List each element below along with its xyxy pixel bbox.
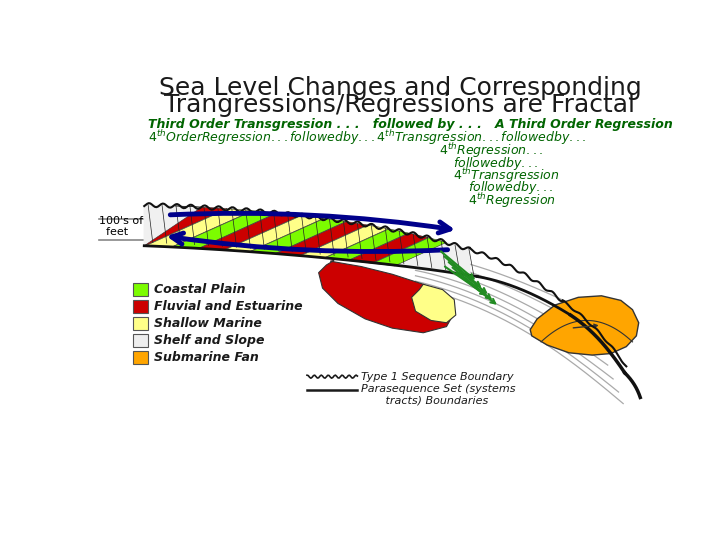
Polygon shape	[199, 213, 301, 250]
FancyBboxPatch shape	[132, 300, 148, 313]
Text: Type 1 Sequence Boundary: Type 1 Sequence Boundary	[361, 372, 514, 382]
Text: $\it{followed by . . .}$: $\it{followed by . . .}$	[453, 155, 538, 172]
FancyBboxPatch shape	[132, 351, 148, 363]
Polygon shape	[412, 284, 456, 323]
Text: $\mathit{4^{th}}$$\it{ Order Regression . . .   followed by . . .   }$$\mathit{4: $\mathit{4^{th}}$$\it{ Order Regression …	[148, 129, 586, 147]
Text: $\mathit{4^{th}}$$\it{ Regression . . .}$: $\mathit{4^{th}}$$\it{ Regression . . .}…	[438, 141, 543, 160]
Polygon shape	[348, 233, 428, 263]
Polygon shape	[225, 215, 323, 252]
FancyBboxPatch shape	[132, 334, 148, 347]
Polygon shape	[372, 238, 446, 266]
Polygon shape	[319, 260, 454, 333]
Text: Shelf and Slope: Shelf and Slope	[154, 334, 265, 347]
Polygon shape	[144, 207, 227, 246]
Text: Coastal Plain: Coastal Plain	[154, 283, 246, 296]
Text: Fluvial and Estuarine: Fluvial and Estuarine	[154, 300, 303, 313]
Polygon shape	[250, 219, 346, 254]
Polygon shape	[275, 221, 367, 256]
Polygon shape	[175, 206, 201, 207]
Polygon shape	[324, 229, 408, 261]
Text: $\it{followed by . . .}$: $\it{followed by . . .}$	[468, 179, 554, 197]
Text: $\mathit{4^{th}}$$\it{ Transgression}$: $\mathit{4^{th}}$$\it{ Transgression}$	[453, 166, 559, 185]
FancyBboxPatch shape	[132, 284, 148, 296]
Text: Sea Level Changes and Corresponding: Sea Level Changes and Corresponding	[158, 76, 642, 100]
Polygon shape	[530, 296, 639, 355]
Polygon shape	[172, 211, 276, 248]
FancyBboxPatch shape	[132, 318, 148, 330]
Polygon shape	[300, 225, 388, 258]
Text: 100's of
  feet: 100's of feet	[99, 215, 143, 237]
Text: Shallow Marine: Shallow Marine	[154, 317, 262, 330]
Text: Third Order Transgression . . .   followed by . . .   A Third Order Regression: Third Order Transgression . . . followed…	[148, 118, 673, 131]
Polygon shape	[145, 209, 253, 247]
Text: Trangressions/Regressions are Fractal: Trangressions/Regressions are Fractal	[164, 93, 636, 117]
Polygon shape	[144, 205, 469, 276]
Text: Parasequence Set (systems
       tracts) Boundaries: Parasequence Set (systems tracts) Bounda…	[361, 384, 516, 406]
Text: Submarine Fan: Submarine Fan	[154, 351, 259, 364]
Text: $\mathit{4^{th}}$$\it{ Regression}$: $\mathit{4^{th}}$$\it{ Regression}$	[468, 191, 556, 210]
